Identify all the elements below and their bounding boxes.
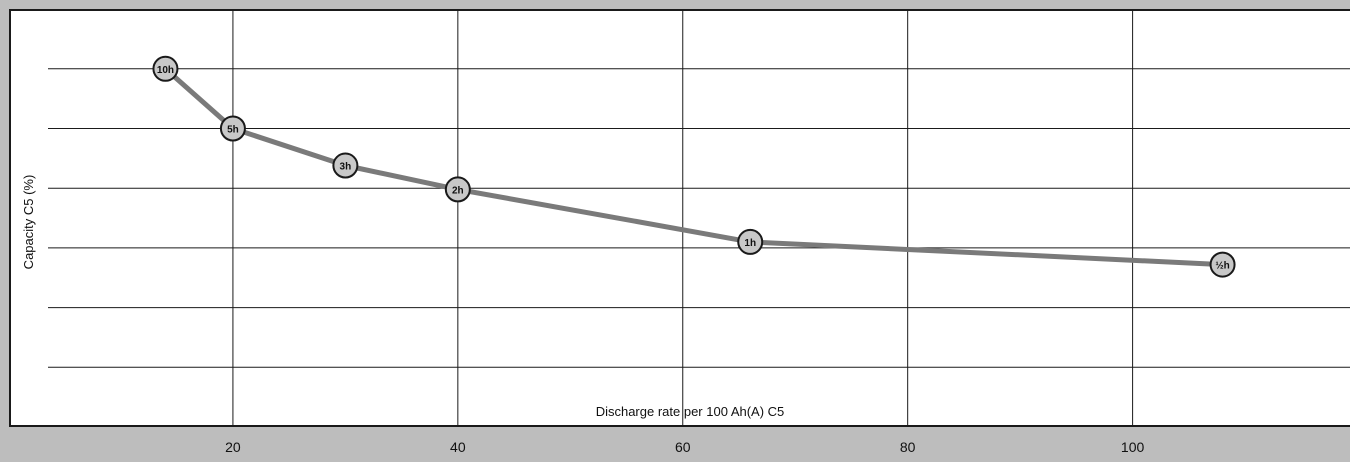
data-point: 1h [737, 228, 764, 255]
data-point-marker [737, 228, 764, 255]
x-tick-label: 60 [675, 439, 691, 455]
data-point: 5h [219, 115, 246, 142]
data-point: 2h [444, 176, 471, 203]
data-point-label: 2h [452, 185, 464, 196]
data-point-marker [332, 152, 359, 179]
data-point-label: ½h [1215, 261, 1229, 272]
data-point-label: 1h [744, 238, 756, 249]
plot-area [9, 9, 1350, 427]
x-tick-label: 100 [1121, 439, 1145, 455]
data-point: 3h [332, 152, 359, 179]
x-tick-label: 40 [450, 439, 466, 455]
data-point: ½h [1209, 251, 1236, 278]
data-point-label: 3h [340, 162, 352, 173]
marker-layer: 10h 5h 3h 2h 1h ½h [152, 55, 1236, 278]
x-tick-label: 80 [900, 439, 916, 455]
data-point-label: 10h [157, 65, 174, 76]
data-point-marker [1209, 251, 1236, 278]
data-point-marker [152, 55, 179, 82]
data-point-marker [444, 176, 471, 203]
x-tick-label: 20 [225, 439, 241, 455]
tick-layer: 20 40 60 80 100 [225, 439, 1144, 455]
grid-layer [48, 10, 1350, 426]
line-layer [162, 66, 1226, 268]
data-point-label: 5h [227, 125, 239, 136]
data-point: 10h [152, 55, 179, 82]
y-axis-label: Capacity C5 (%) [21, 175, 36, 270]
x-axis-label: Discharge rate per 100 Ah(A) C5 [596, 404, 785, 419]
series-line [162, 66, 1226, 268]
data-point-marker [219, 115, 246, 142]
